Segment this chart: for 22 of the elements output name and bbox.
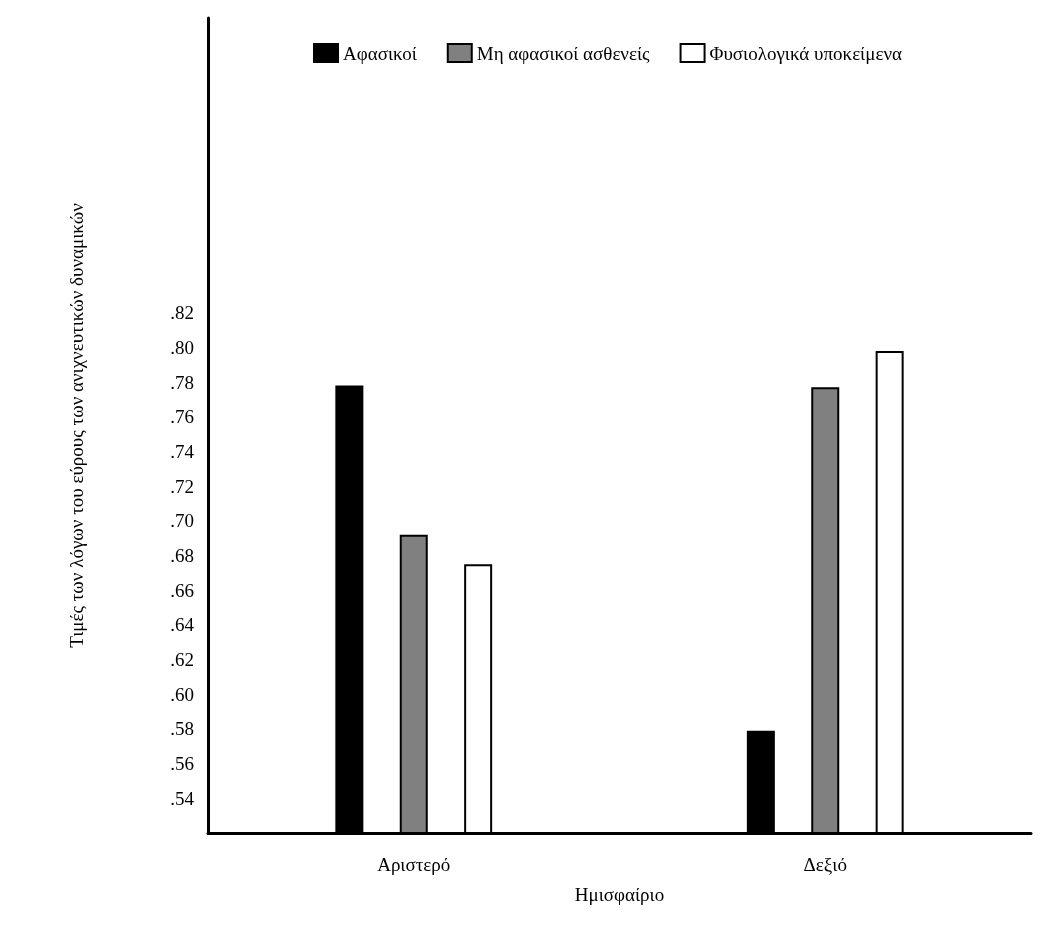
y-tick-label: .54 <box>170 787 195 809</box>
y-tick-label: .68 <box>170 545 194 567</box>
x-tick-label: Δεξιό <box>803 854 847 875</box>
y-tick-label: .82 <box>170 302 194 324</box>
legend-label: Αφασικοί <box>343 42 418 64</box>
y-tick-label: .74 <box>170 441 195 463</box>
y-tick-label: .66 <box>170 579 194 601</box>
y-tick-label: .62 <box>170 649 194 671</box>
y-tick-label: .60 <box>170 683 194 705</box>
y-tick-label: .72 <box>170 475 194 497</box>
y-tick-label: .78 <box>170 371 194 393</box>
y-tick-label: .76 <box>170 406 194 428</box>
y-tick-label: .56 <box>170 753 194 775</box>
x-tick-label: Αριστερό <box>377 854 451 875</box>
x-axis-title: Ημισφαίριο <box>574 884 665 905</box>
y-tick-label: .64 <box>170 614 195 636</box>
legend-label: Μη αφασικοί ασθενείς <box>476 42 651 64</box>
y-tick-label: .70 <box>170 510 194 532</box>
y-tick-label: .80 <box>170 336 194 358</box>
y-axis-title: Τιμές των λόγων του εύρους των ανιχνευτικών δυναμικών <box>65 202 87 648</box>
legend-label: Φυσιολογικά υποκείμενα <box>709 42 902 64</box>
y-tick-label: .58 <box>170 718 194 740</box>
